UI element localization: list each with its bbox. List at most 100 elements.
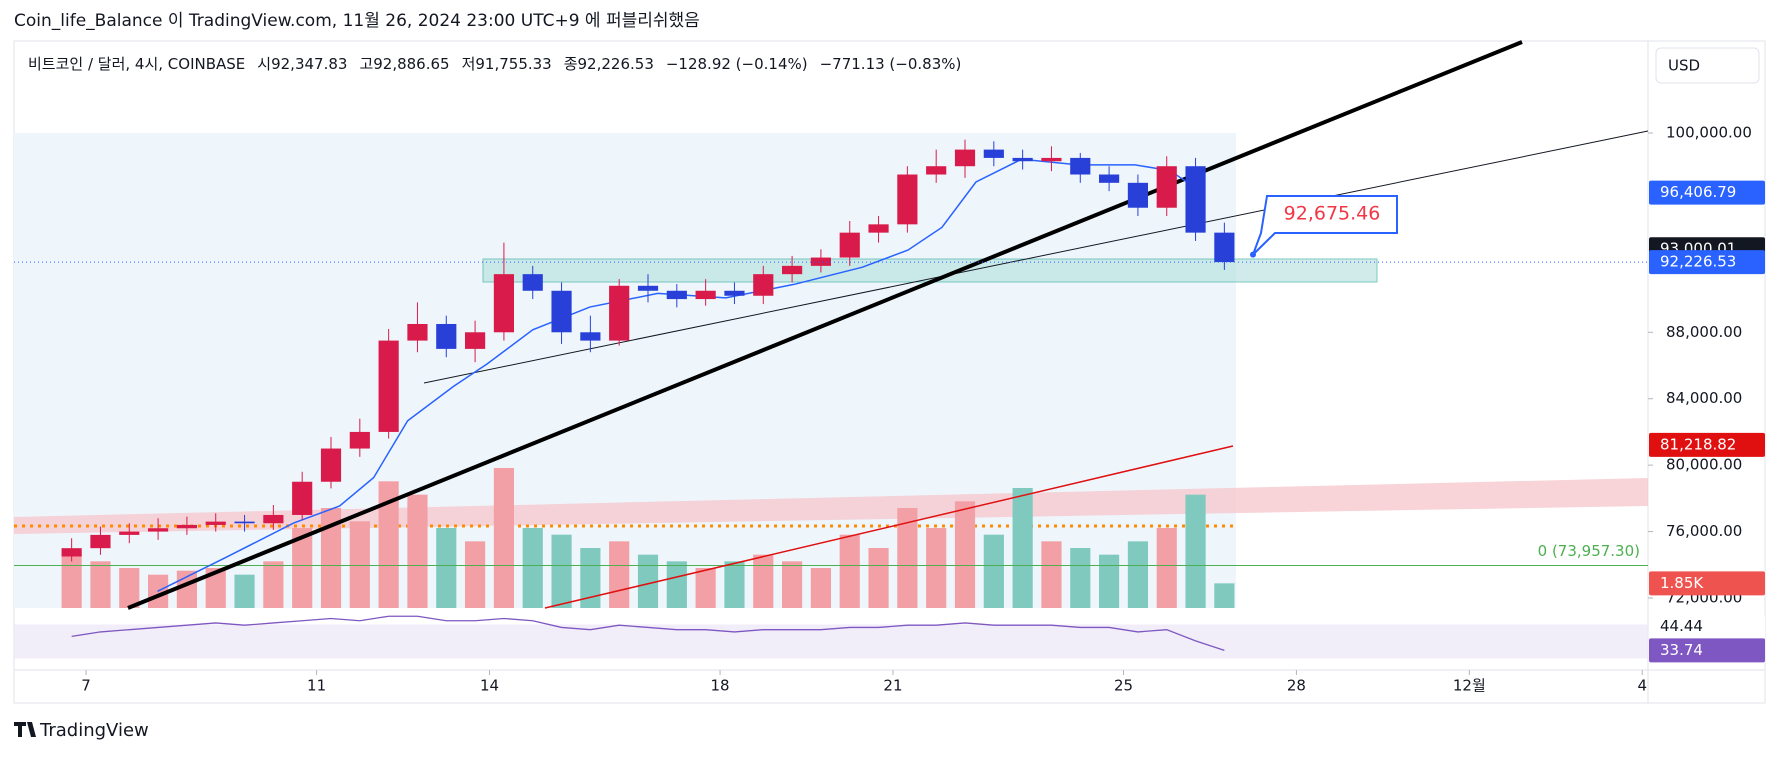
price-badge: [1649, 180, 1765, 205]
volume-bar: [1127, 541, 1149, 608]
volume-bar: [90, 561, 111, 608]
candle-body: [292, 481, 313, 515]
price-badge: [1649, 638, 1765, 663]
candle-body: [148, 528, 169, 532]
x-tick-label: 28: [1287, 677, 1306, 695]
volume-bar: [551, 534, 572, 608]
price-badge-label: 33.74: [1660, 641, 1703, 659]
price-badge-label: 96,406.79: [1660, 183, 1736, 201]
callout-box: [1252, 195, 1398, 256]
legend-item: −771.13 (−0.83%): [820, 55, 962, 73]
volume-bar: [465, 541, 486, 608]
level-label: 0 (73,957.30): [1538, 542, 1640, 560]
candle-body: [176, 524, 197, 529]
volume-bar: [349, 521, 370, 608]
candle-body: [320, 448, 342, 482]
candle-body: [753, 274, 774, 296]
legend-item: 종92,226.53: [564, 55, 654, 73]
candle-body: [954, 149, 976, 167]
legend-item: 시92,347.83: [257, 55, 347, 73]
x-tick-label: 11: [307, 677, 326, 695]
candle-body: [983, 149, 1004, 158]
candle-body: [234, 521, 255, 524]
candle-body: [1127, 182, 1149, 208]
y-tick-label: 84,000.00: [1666, 389, 1742, 407]
currency: USD: [1668, 57, 1700, 75]
header: Coin_life_Balance 이 TradingView.com, 11월…: [14, 11, 700, 31]
legend-item: 비트코인 / 달러, 4시, COINBASE: [28, 55, 245, 73]
volume-bar: [897, 508, 918, 608]
candle-body: [465, 332, 486, 349]
legend-item: −128.92 (−0.14%): [666, 55, 808, 73]
currency-button[interactable]: [1655, 47, 1760, 84]
candle-body: [551, 290, 572, 333]
y-tick-label: 76,000.00: [1666, 522, 1742, 540]
volume-bar: [119, 568, 140, 608]
volume-bar: [320, 508, 342, 608]
candle-body: [119, 531, 140, 535]
volume-bar: [724, 561, 745, 608]
price-badge: [1649, 250, 1765, 275]
x-tick-label: 14: [480, 677, 499, 695]
volume-bar: [1099, 554, 1120, 608]
volume-bar: [666, 561, 687, 608]
x-tick-label: 21: [883, 677, 902, 695]
volume-bar: [522, 528, 543, 608]
price-badge: [1649, 571, 1765, 596]
volume-bar: [61, 554, 82, 608]
x-tick-label: 4: [1637, 677, 1647, 695]
candle-body: [695, 290, 716, 300]
candle-body: [810, 257, 831, 266]
candle-body: [1070, 157, 1091, 175]
price-badge-label: 44.44: [1660, 617, 1703, 635]
candle-body: [378, 340, 399, 432]
y-tick-label: 80,000.00: [1666, 456, 1742, 474]
callout-label: 92,675.46: [1284, 203, 1381, 225]
volume-bar: [637, 554, 659, 608]
candle-body: [637, 285, 659, 291]
trend-line-thick: [127, 40, 1523, 610]
volume-bar: [983, 534, 1004, 608]
candle-body: [407, 323, 428, 341]
volume-bar: [407, 494, 428, 608]
volume-bar: [695, 568, 716, 608]
volume-bar: [609, 541, 630, 608]
volume-bar: [580, 548, 601, 608]
candle-body: [609, 285, 630, 341]
candle-body: [839, 232, 860, 258]
volume-bar: [868, 548, 889, 608]
price-badge-label: 92,226.53: [1660, 253, 1736, 271]
candle-body: [580, 332, 601, 341]
ma-long: [544, 445, 1234, 609]
y-tick-label: 88,000.00: [1666, 323, 1742, 341]
volume-bar: [205, 568, 226, 608]
brand: TradingView: [39, 720, 149, 741]
callout-point: [1250, 251, 1256, 258]
candle-body: [1012, 157, 1033, 162]
x-tick-label: 7: [81, 677, 91, 695]
x-tick-label: 18: [711, 677, 730, 695]
candle-body: [263, 514, 284, 524]
price-badge: [1649, 432, 1765, 457]
candle-body: [724, 290, 745, 296]
volume-bar: [954, 501, 976, 608]
legend-item: 저91,755.33: [462, 55, 552, 73]
volume-bar: [782, 561, 803, 608]
candle-body: [436, 323, 457, 349]
volume-bar: [926, 528, 947, 608]
candle-body: [1156, 166, 1177, 208]
volume-bar: [1012, 488, 1033, 608]
price-badge-label: 1.85K: [1660, 574, 1704, 592]
volume-bar: [378, 481, 399, 608]
volume-bar: [753, 554, 774, 608]
profile-range: [14, 133, 1236, 608]
volume-bar: [234, 574, 255, 608]
candle-body: [897, 174, 918, 225]
rsi-line: [71, 615, 1225, 652]
candle-body: [1099, 174, 1120, 183]
candle-body: [926, 166, 947, 175]
candle-body: [90, 534, 111, 549]
volume-bar: [1070, 548, 1091, 608]
price-badge-label: 81,218.82: [1660, 435, 1736, 453]
